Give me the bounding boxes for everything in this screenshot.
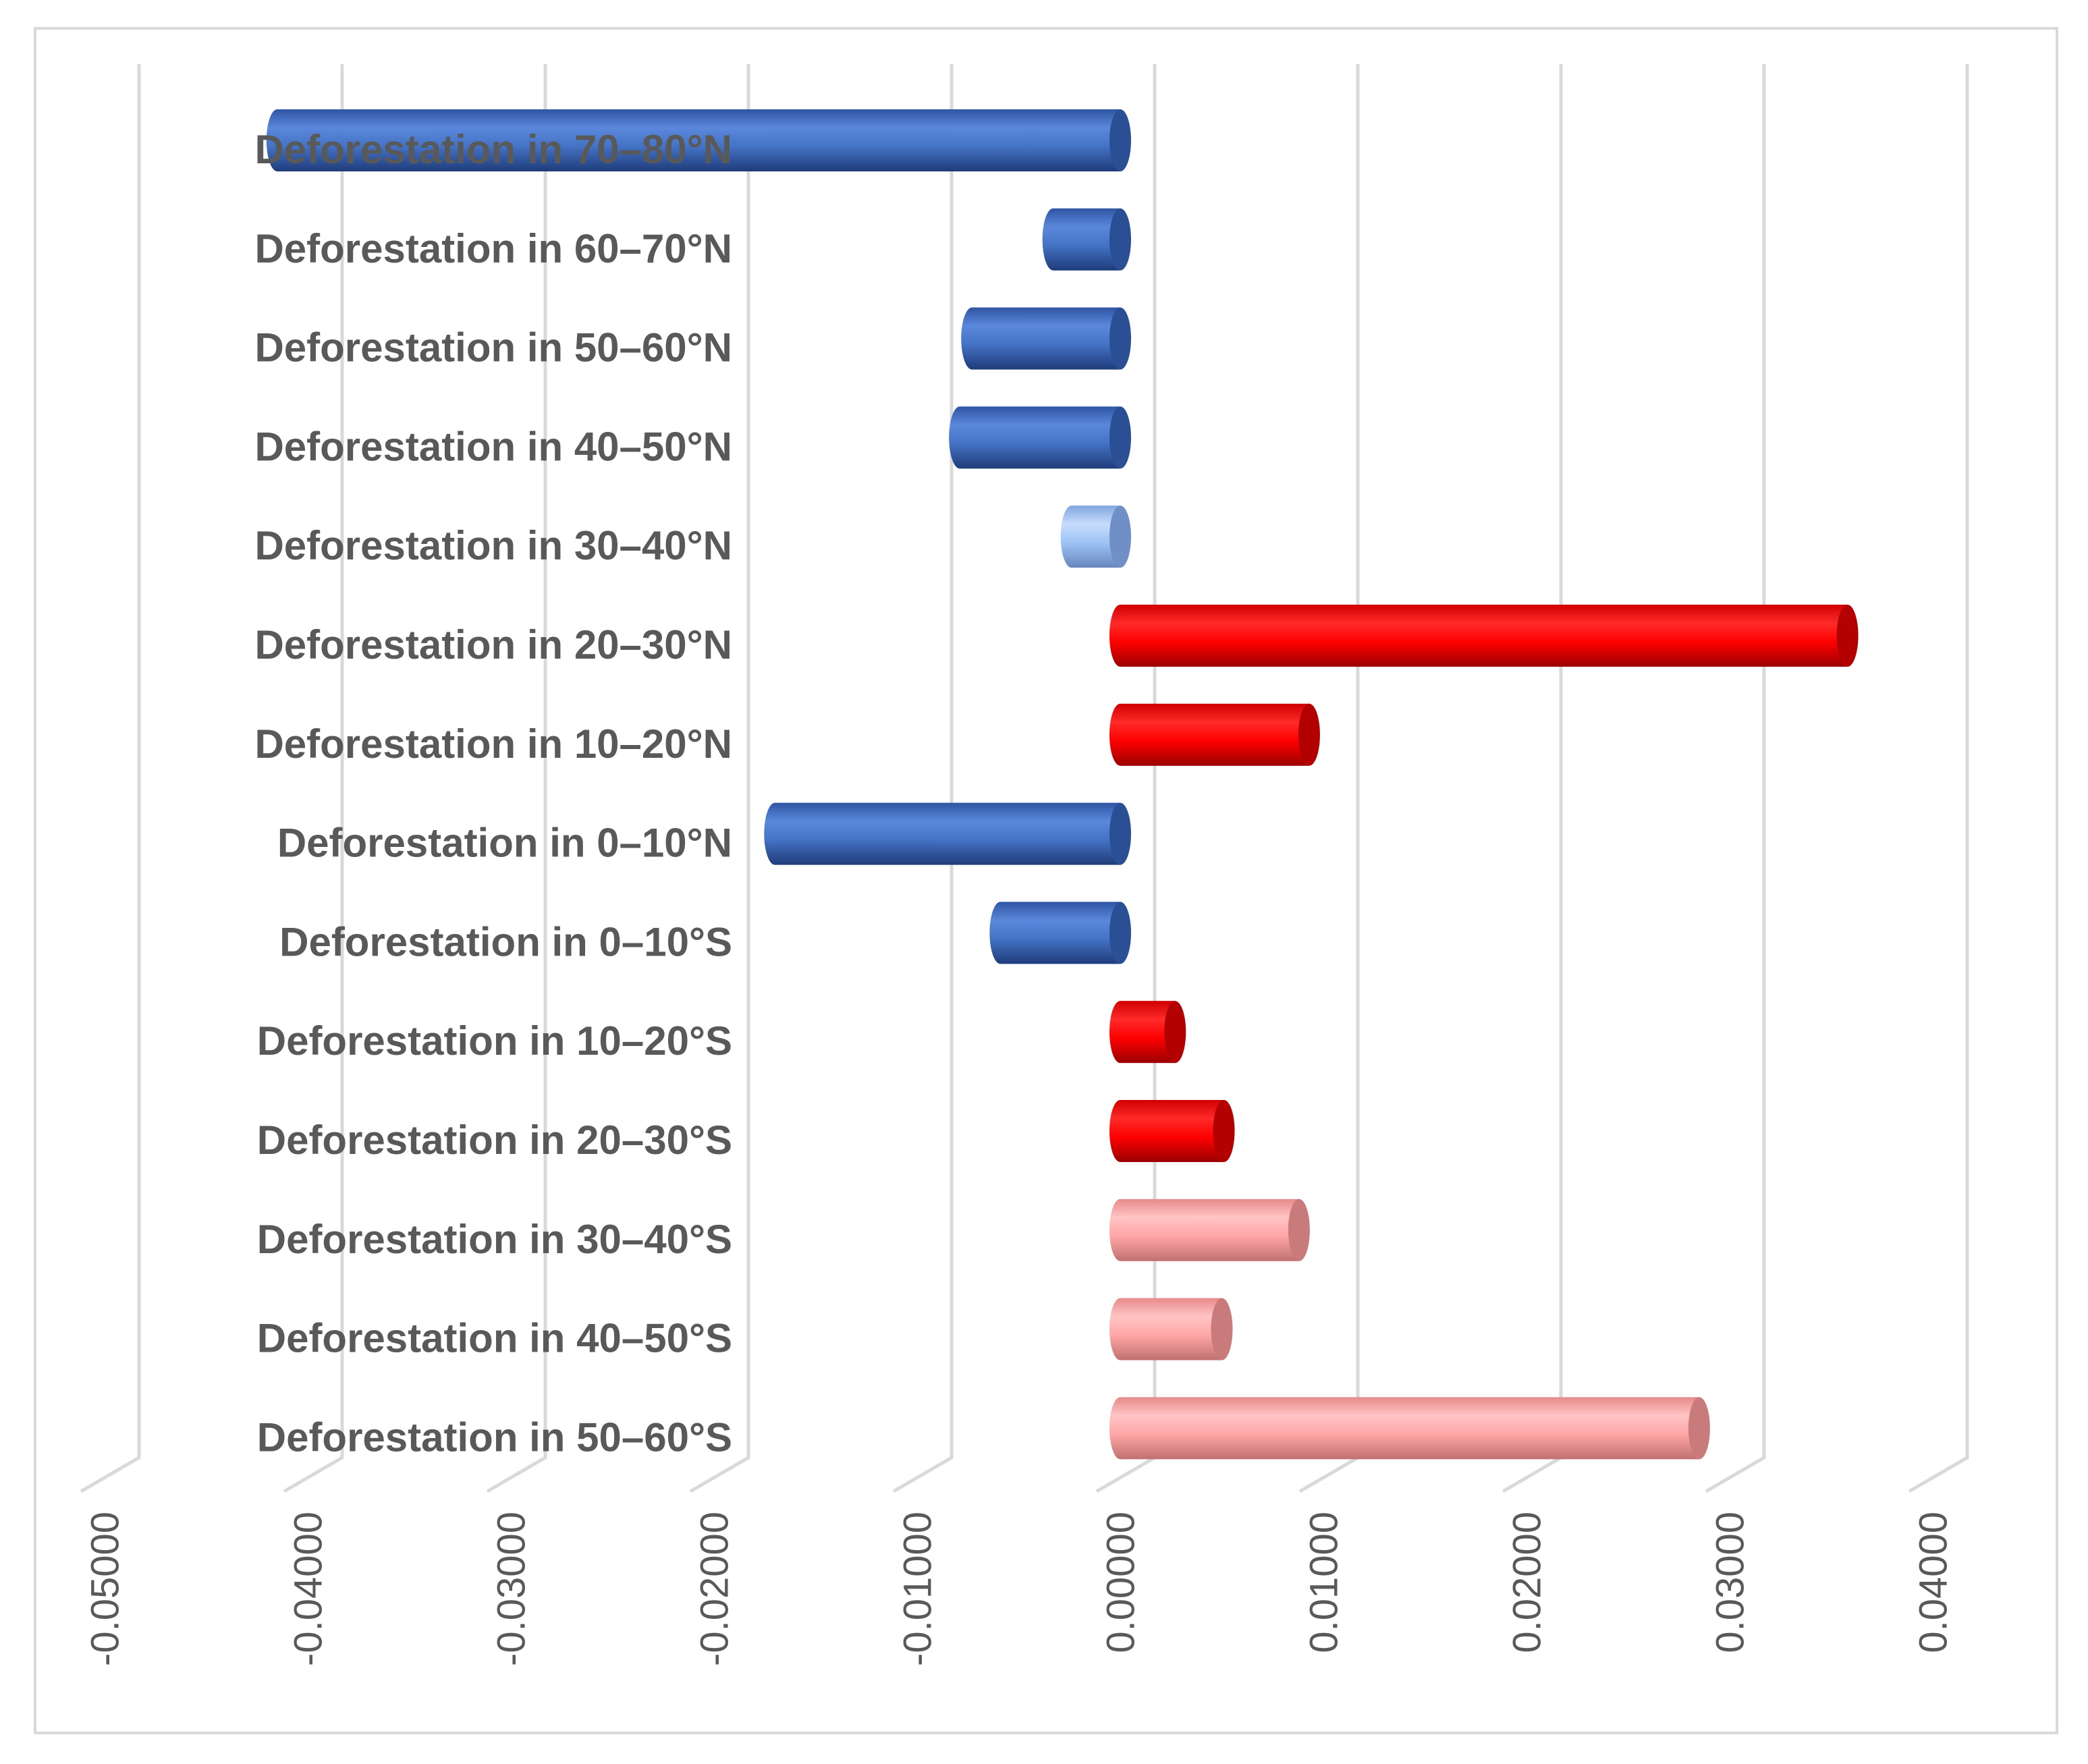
bar [1042,208,1131,271]
bar-cap [1298,703,1320,766]
bar-cap [1109,902,1131,964]
bars [266,109,1859,1460]
bar-body [277,109,1121,171]
category-label: Deforestation in 40–50°S [257,1316,732,1361]
bar-body [1120,1298,1222,1360]
gridline [80,64,141,1493]
bar-cap [1288,1198,1310,1261]
gridline [283,64,344,1493]
x-tick-label: 0.04000 [1911,1512,1955,1653]
bar [949,406,1131,469]
gridline [892,64,954,1493]
x-tick-label: -0.05000 [83,1512,127,1666]
category-label: Deforestation in 60–70°N [254,226,732,271]
x-tick-label: -0.01000 [896,1512,939,1666]
bar-cap [1109,208,1131,271]
category-label: Deforestation in 0–10°S [279,919,732,964]
bar [961,307,1131,370]
bar [1109,605,1859,667]
bar-body [972,307,1120,370]
bar-cap [1164,1001,1186,1064]
bar-cap [1109,505,1131,568]
bar-body [1000,902,1120,964]
gridlines [80,64,1969,1493]
chart-frame [34,27,2058,1734]
x-tick-label: 0.01000 [1302,1512,1346,1653]
x-tick-label: 0.02000 [1505,1512,1549,1653]
x-tick-label: -0.03000 [489,1512,533,1666]
bar-body [775,802,1120,865]
category-label: Deforestation in 70–80°N [254,127,732,172]
bar-body [1120,605,1848,667]
bar [1109,703,1320,766]
bar [989,902,1131,964]
x-tick-label: -0.02000 [692,1512,736,1666]
bar-body [1120,1100,1224,1162]
gridline [1908,64,1969,1493]
bar [1109,1397,1710,1460]
gridline [1502,64,1563,1493]
bar [1109,1198,1310,1261]
category-label: Deforestation in 10–20°S [257,1018,732,1064]
bar [1109,1298,1233,1360]
bar-cap [1836,605,1859,667]
gridline [486,64,547,1493]
category-labels: Deforestation in 70–80°N Deforestation in… [254,127,732,1460]
category-label: Deforestation in 20–30°N [254,622,732,667]
category-label: Deforestation in 50–60°N [254,325,732,370]
bar-cap [1109,406,1131,469]
category-label: Deforestation in 30–40°S [257,1217,732,1262]
bar [266,109,1131,171]
gridline [1298,64,1360,1493]
gridline [1705,64,1766,1493]
category-label: Deforestation in 50–60°S [257,1414,732,1460]
x-tick-label: 0.00000 [1099,1512,1143,1653]
category-label: Deforestation in 0–10°N [277,821,732,866]
category-label: Deforestation in 20–30°S [257,1118,732,1163]
bar-body [1053,208,1120,271]
category-label: Deforestation in 40–50°N [254,424,732,469]
bar-body [1120,1397,1699,1460]
bar-body [960,406,1120,469]
category-label: Deforestation in 30–40°N [254,523,732,568]
bar-cap [1213,1100,1235,1162]
gridline [1095,64,1157,1493]
x-axis-tick-labels: -0.05000 -0.04000 -0.03000 -0.02000 -0.01000… [83,1512,1955,1666]
bar [1109,1100,1235,1162]
x-tick-label: 0.03000 [1708,1512,1752,1653]
bar [764,802,1131,865]
x-tick-label: -0.04000 [286,1512,330,1666]
gridline [689,64,750,1493]
category-label: Deforestation in 10–20°N [254,721,732,767]
bar-cap [1109,802,1131,865]
bar-body [1120,1198,1299,1261]
bar [1060,505,1131,568]
bar-cap [1211,1298,1233,1360]
bar-cap [1109,109,1131,171]
bar-cap [1109,307,1131,370]
bar-body [1120,703,1309,766]
bar-cap [1688,1397,1710,1460]
bar [1109,1001,1186,1064]
